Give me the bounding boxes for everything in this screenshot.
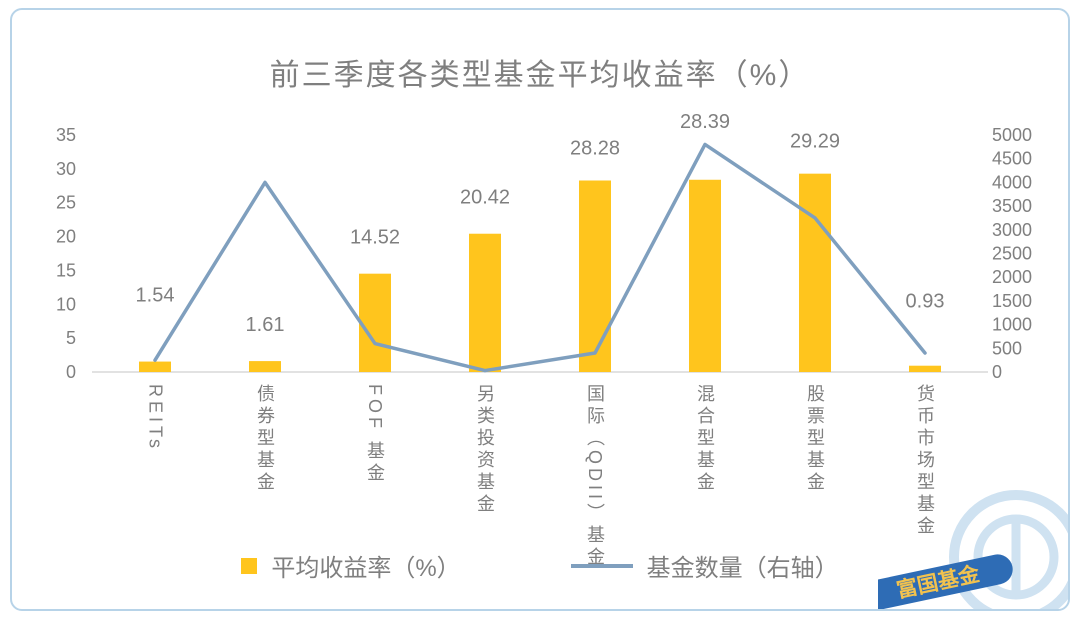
- bar-label-7: 0.93: [906, 291, 945, 313]
- category-label-7: 货币市场型基金: [915, 384, 935, 538]
- right-axis-tick: 500: [992, 338, 1022, 358]
- category-label-2: FOF 基金: [365, 384, 385, 485]
- bar-legend-swatch-icon: [241, 557, 258, 574]
- bar-1: [249, 361, 281, 372]
- legend-bar-label: 平均收益率（%）: [271, 555, 461, 582]
- left-axis-tick: 15: [56, 260, 76, 280]
- right-axis-tick: 2500: [992, 244, 1032, 264]
- left-axis-tick: 35: [56, 125, 76, 145]
- category-label-6: 股票型基金: [805, 384, 825, 494]
- left-axis-tick: 25: [56, 193, 76, 213]
- bar-label-4: 28.28: [570, 138, 620, 160]
- left-axis-tick: 0: [66, 362, 76, 382]
- bar-label-2: 14.52: [350, 227, 400, 249]
- bar-6: [799, 173, 831, 372]
- chart-title: 前三季度各类型基金平均收益率（%）: [269, 59, 811, 92]
- category-label-4: 国际（QDII）基金: [585, 384, 605, 570]
- bar-7: [909, 365, 941, 372]
- bar-label-5: 28.39: [680, 111, 730, 133]
- bar-label-3: 20.42: [460, 187, 510, 209]
- category-label-5: 混合型基金: [695, 384, 715, 494]
- legend-line-label: 基金数量（右轴）: [646, 555, 839, 582]
- bar-4: [579, 180, 611, 372]
- right-axis-tick: 4000: [992, 172, 1032, 192]
- bar-label-1: 1.61: [246, 314, 285, 336]
- right-axis-tick: 3000: [992, 220, 1032, 240]
- fund-count-line: [153, 142, 927, 373]
- bar-3: [469, 233, 501, 372]
- bar-0: [139, 361, 171, 372]
- left-axis-tick: 30: [56, 159, 76, 179]
- fullgoal-fund-logo: 富国基金: [878, 490, 1068, 609]
- bar-5: [689, 179, 721, 372]
- legend: 平均收益率（%） 基金数量（右轴）: [0, 548, 1080, 583]
- right-axis-tick: 4500: [992, 149, 1032, 169]
- legend-item-line: 基金数量（右轴）: [570, 548, 839, 583]
- right-axis-tick: 0: [992, 362, 1002, 382]
- category-label-3: 另类投资基金: [475, 384, 495, 516]
- left-axis-tick: 20: [56, 227, 76, 247]
- category-label-0: REITs: [145, 384, 166, 453]
- right-axis-tick: 5000: [992, 125, 1032, 145]
- bar-label-0: 1.54: [136, 285, 175, 307]
- bar-label-6: 29.29: [790, 131, 840, 153]
- right-axis-tick: 1000: [992, 315, 1032, 335]
- bar-2: [359, 273, 391, 372]
- category-label-1: 债券型基金: [255, 384, 275, 494]
- right-axis-tick: 1500: [992, 291, 1032, 311]
- right-axis-tick: 2000: [992, 267, 1032, 287]
- left-axis-tick: 10: [56, 294, 76, 314]
- legend-item-bar: 平均收益率（%）: [241, 548, 461, 583]
- logo-outer-circle-icon: [949, 490, 1068, 609]
- logo-ribbon: [878, 554, 1013, 609]
- right-axis-tick: 3500: [992, 196, 1032, 216]
- line-legend-swatch-icon: [570, 563, 633, 568]
- left-axis-tick: 5: [66, 328, 76, 348]
